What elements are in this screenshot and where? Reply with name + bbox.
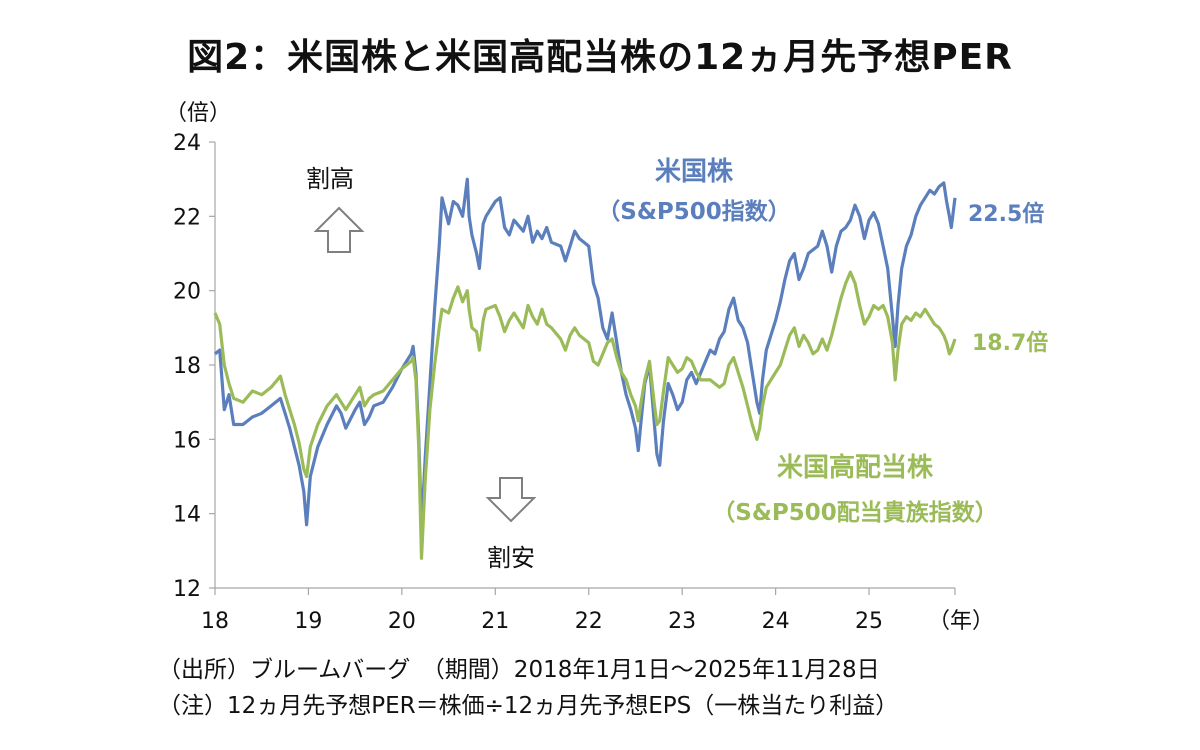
footnote: （注）12ヵ月先予想PER＝株価÷12ヵ月先予想EPS（一株当たり利益）	[158, 693, 899, 719]
annotation-expensive: 割高	[306, 165, 354, 193]
y-tick-label: 20	[173, 280, 201, 305]
y-tick-label: 22	[173, 205, 201, 230]
y-tick-label: 18	[173, 354, 201, 379]
y-tick-label: 24	[173, 131, 201, 156]
x-tick-label: 25	[855, 609, 883, 634]
series-sublabel-us-stocks: （S&P500指数）	[597, 198, 791, 225]
x-tick-label: 23	[668, 609, 696, 634]
x-axis-unit-label: （年）	[928, 609, 994, 634]
annotation-cheap: 割安	[487, 544, 535, 572]
x-tick-label: 19	[294, 609, 322, 634]
x-tick-label: 22	[575, 609, 603, 634]
y-axis-unit-label: （倍）	[165, 101, 231, 126]
series-label-high-dividend: 米国高配当株	[777, 452, 934, 483]
x-tick-label: 21	[481, 609, 509, 634]
end-value-label-high-dividend: 18.7倍	[972, 330, 1048, 356]
chart-title: 図2：米国株と米国高配当株の12ヵ月先予想PER	[187, 37, 1013, 78]
down-arrow-icon	[485, 477, 537, 523]
series-line-us-stocks	[213, 177, 957, 531]
source-note: （出所）ブルームバーグ （期間）2018年1月1日～2025年11月28日	[158, 657, 880, 683]
x-tick-label: 18	[201, 609, 229, 634]
y-tick-label: 14	[173, 503, 201, 528]
y-tick-label: 16	[173, 428, 201, 453]
end-value-label-us-stocks: 22.5倍	[968, 201, 1044, 227]
series-line-high-dividend	[213, 270, 957, 560]
series-sublabel-high-dividend: （S&P500配当貴族指数）	[712, 499, 998, 526]
y-tick-label: 12	[173, 577, 201, 602]
series-label-us-stocks: 米国株	[655, 157, 734, 187]
x-tick-label: 24	[762, 609, 790, 634]
x-tick-label: 20	[388, 609, 416, 634]
up-arrow-icon	[313, 206, 365, 253]
